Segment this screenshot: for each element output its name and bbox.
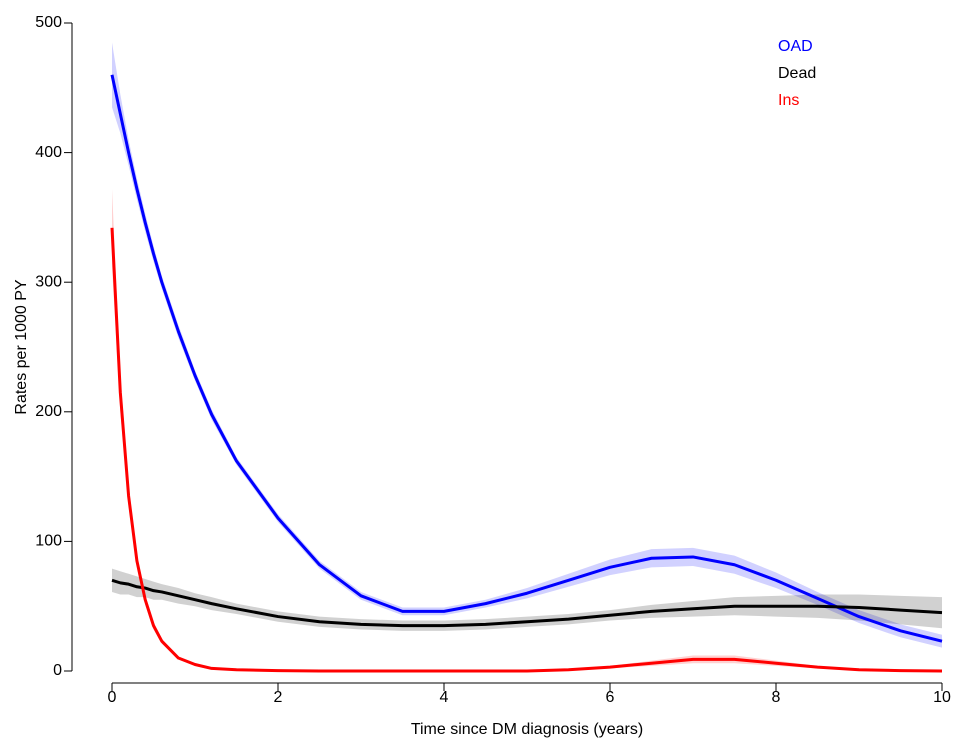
confidence-band (112, 42, 942, 648)
legend-entry: OAD (778, 38, 813, 55)
x-tick-label: 4 (440, 689, 449, 706)
x-tick-label: 0 (108, 689, 117, 706)
x-tick-label: 10 (933, 689, 951, 706)
series-line (110, 227, 943, 673)
series-line (110, 74, 943, 643)
y-tick-label: 500 (35, 14, 62, 31)
y-tick-label: 200 (35, 403, 62, 420)
x-tick-label: 8 (772, 689, 781, 706)
x-axis-title: Time since DM diagnosis (years) (411, 721, 643, 738)
legend-entry: Dead (778, 65, 816, 82)
y-tick-label: 300 (35, 273, 62, 290)
y-tick-label: 0 (53, 662, 62, 679)
y-axis-title: Rates per 1000 PY (13, 279, 30, 415)
y-tick-label: 400 (35, 144, 62, 161)
x-tick-label: 6 (606, 689, 615, 706)
confidence-band (112, 568, 942, 631)
series-line (111, 578, 943, 628)
y-tick-label: 100 (35, 533, 62, 550)
legend-entry: Ins (778, 92, 799, 109)
x-tick-label: 2 (274, 689, 283, 706)
